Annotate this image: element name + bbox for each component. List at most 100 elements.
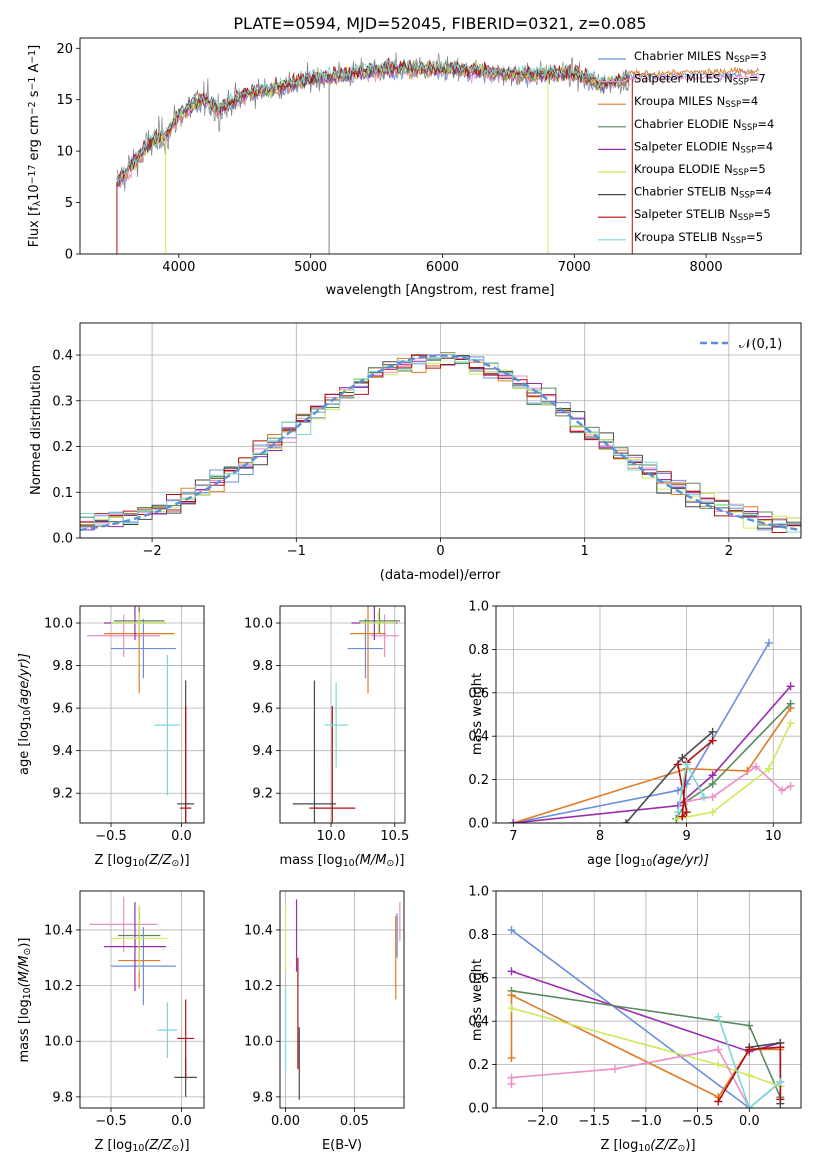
y-tick-label: 0.4 — [52, 349, 73, 364]
model-extension-salpeter_miles — [626, 71, 760, 85]
legend-series-name: Salpeter ELODIE — [634, 139, 728, 153]
y-tick-label: 20 — [56, 42, 73, 57]
histogram-kroupa_stelib — [80, 354, 801, 538]
x-tick-label: 0.00 — [271, 1114, 300, 1129]
legend-equals: = — [750, 49, 760, 63]
label-part: Z [log — [94, 853, 132, 868]
weight-line-salpeter_elodie — [513, 685, 792, 823]
y-tick-label: 0.2 — [52, 440, 73, 455]
spectrum-ylabel: Flux [fλ10−17 erg cm−2 s−1 A−1] — [27, 45, 43, 247]
label-part: )] — [179, 853, 189, 868]
x-tick-label: 1 — [581, 544, 589, 559]
label-part: age [log — [587, 853, 640, 868]
legend-equals: = — [749, 162, 759, 176]
axes-frame — [79, 890, 205, 1109]
weight-marker — [776, 1043, 785, 1052]
y-tick-label: 10.0 — [244, 617, 273, 632]
axes-frame — [279, 890, 405, 1109]
y-tick-label: 9.6 — [52, 702, 73, 717]
label-part: Z [log — [94, 1138, 132, 1153]
weight-marker — [714, 1060, 723, 1069]
x-tick-label: −0.5 — [95, 1114, 127, 1129]
weight-marker — [786, 782, 795, 791]
legend-nssp-sub: SSP — [734, 55, 750, 65]
y-tick-label: 0.8 — [468, 928, 489, 943]
weight-line-chabrier_miles — [513, 642, 770, 823]
y-tick-label: 0.2 — [468, 1058, 489, 1073]
x-tick-label: 0.0 — [171, 1114, 192, 1129]
weight_vs_z-ylabel: mass weight — [470, 959, 485, 1041]
x-tick-label: 0 — [436, 544, 444, 559]
y-tick-label: 9.4 — [52, 744, 73, 759]
x-tick-label: 0.0 — [739, 1114, 760, 1129]
model-line-salpeter_elodie — [116, 63, 630, 186]
y-tick-label: 0 — [65, 248, 73, 263]
y-tick-label: 0.0 — [468, 1102, 489, 1117]
weight-marker — [764, 764, 773, 773]
label-part: 10 — [132, 1143, 144, 1154]
legend-nssp-value: 5 — [756, 230, 763, 244]
label-part: age [log — [17, 722, 32, 775]
legend-nssp-value: 4 — [765, 185, 772, 199]
legend-normal-label: 𝒩(0,1) — [739, 337, 782, 352]
legend-nssp-prefix: N — [717, 94, 726, 108]
weight-marker — [777, 786, 786, 795]
weight-marker — [507, 926, 516, 935]
legend-series-name: Salpeter MILES — [634, 72, 720, 86]
weight-marker — [673, 760, 682, 769]
axes-frame — [279, 605, 406, 824]
weight-line-kroupa_stelib — [717, 1016, 781, 1108]
label-part: (Z/Z — [144, 1138, 172, 1153]
x-tick-label: −1.0 — [630, 1114, 662, 1129]
weight-line-kroupa_miles — [513, 707, 792, 823]
plot-area — [284, 899, 401, 1100]
y-tick-label: 9.8 — [252, 659, 273, 674]
label-part: ⊙ — [172, 1143, 180, 1154]
legend-nssp-prefix: N — [732, 139, 741, 153]
weight_vs_age-xlabel: age [log10(age/yr)] — [587, 853, 709, 869]
weight-line-chabrier_elodie — [675, 703, 792, 820]
legend-nssp-value: 5 — [763, 207, 770, 221]
legend-nssp-prefix: N — [722, 230, 731, 244]
axes-weight_vs_age: 7 8 9 10 0.0 0.2 0.4 0.6 0.8 1.0 — [468, 600, 802, 844]
spectrum-legend: Chabrier MILES NSSP=3 Salpeter MILES NSSP=7… — [598, 49, 774, 246]
y-tick-label: 1.0 — [468, 600, 489, 615]
y-tick-label: 10.0 — [44, 617, 73, 632]
y-tick-label: 10.2 — [244, 979, 273, 994]
label-part: ⊙ — [172, 858, 180, 869]
age-z-xlabel: Z [log10(Z/Z⊙)] — [94, 853, 189, 869]
legend-label: Salpeter MILES NSSP=7 — [634, 72, 766, 88]
weight-marker — [745, 1104, 754, 1108]
axes-residuals: −2 −1 0 1 2 0.0 0.1 0.2 0.3 0.4 — [52, 322, 802, 559]
y-tick-label: 0.8 — [468, 643, 489, 658]
legend-series-name: Kroupa ELODIE — [634, 162, 720, 176]
mass-ebv-xlabel: E(B-V) — [322, 1138, 362, 1153]
x-tick-label: 7000 — [558, 260, 591, 275]
weight-marker — [745, 1071, 754, 1080]
label-part: mass [log — [17, 999, 32, 1062]
legend-label: Kroupa MILES NSSP=4 — [634, 94, 758, 110]
x-tick-label: 6000 — [426, 260, 459, 275]
plot-area — [292, 606, 400, 823]
legend-label: Chabrier MILES NSSP=3 — [634, 49, 767, 65]
legend-equals: = — [757, 117, 767, 131]
legend-nssp-value: 5 — [758, 162, 765, 176]
weight-marker — [751, 762, 760, 771]
x-tick-label: 10.5 — [380, 829, 409, 844]
label-part: (Z/Z — [144, 853, 172, 868]
x-tick-label: −1.5 — [578, 1114, 610, 1129]
x-tick-label: −1 — [287, 544, 306, 559]
label-part: 10 — [638, 1143, 650, 1154]
residuals-xlabel: (data-model)/error — [380, 568, 501, 583]
model-line-salpeter_miles — [116, 60, 630, 188]
y-tick-label: 9.2 — [252, 787, 273, 802]
label-part: )] — [394, 853, 404, 868]
mass-z-ylabel: mass [log10(M/M⊙)] — [17, 938, 33, 1063]
weight-marker — [708, 792, 717, 801]
legend-label: Kroupa STELIB NSSP=5 — [634, 230, 763, 246]
model-line-kroupa_stelib — [116, 59, 630, 183]
y-tick-label: 10.2 — [44, 979, 73, 994]
label-part: ⊙ — [678, 1143, 686, 1154]
axes-frame — [495, 605, 802, 824]
weight-marker — [678, 753, 687, 762]
